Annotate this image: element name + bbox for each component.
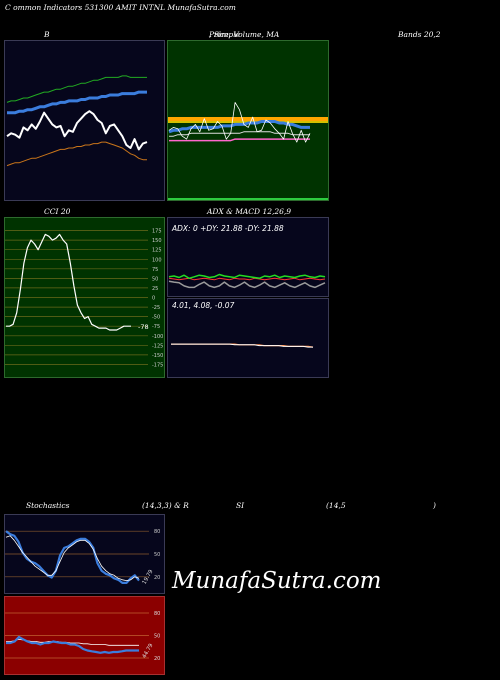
cci-tick-label: -125 bbox=[152, 343, 163, 349]
price-panel bbox=[167, 40, 329, 201]
bollinger-label: B bbox=[44, 30, 50, 39]
stochastics-k-line bbox=[5, 530, 140, 585]
cci-lines: -78 bbox=[6, 233, 149, 331]
volume-band-orange bbox=[168, 117, 328, 121]
volume-base bbox=[168, 198, 328, 200]
cci-tick-label: -50 bbox=[152, 315, 160, 321]
adx-macd-label: ADX & MACD 12,26,9 bbox=[207, 207, 292, 216]
adx-plus-dy-line bbox=[168, 273, 326, 280]
adx-panel: ADX: 0 +DY: 21.88 -DY: 21.88 bbox=[167, 217, 329, 297]
stochastics-tick-label: 50 bbox=[154, 552, 160, 558]
stochastics-tick-label: 20 bbox=[154, 575, 160, 581]
watermark: MunafaSutra.com bbox=[172, 568, 382, 594]
rsi-tick-label: 20 bbox=[154, 656, 160, 662]
cci-tick-label: -150 bbox=[152, 353, 163, 359]
adx-readout: ADX: 0 +DY: 21.88 -DY: 21.88 bbox=[171, 224, 284, 233]
price-label: Price, Volume, MA bbox=[209, 30, 280, 39]
macd-line bbox=[171, 343, 313, 348]
page-title: C ommon Indicators 531300 AMIT INTNL Mun… bbox=[5, 3, 236, 12]
stochastics-d-line bbox=[5, 535, 140, 581]
rsi-grid: 80 50 20 bbox=[5, 611, 160, 662]
stochastics-params-label: (14,3,3) & R bbox=[142, 501, 189, 510]
cci-tick-label: -175 bbox=[152, 362, 163, 368]
cci-tick-label: 25 bbox=[152, 286, 158, 292]
cci-label: CCI 20 bbox=[44, 207, 71, 216]
adx-minus-dy-line bbox=[168, 277, 326, 281]
bollinger-price-line bbox=[6, 110, 148, 151]
rsi-tick-label: 80 bbox=[154, 611, 160, 617]
cci-tick-label: -25 bbox=[152, 305, 160, 311]
stochastics-tick-label: 80 bbox=[154, 529, 160, 535]
cci-tick-label: -100 bbox=[152, 334, 163, 340]
rsi-label: SI bbox=[236, 501, 245, 510]
cci-current-label: -78 bbox=[138, 323, 149, 331]
cci-tick-label: 125 bbox=[152, 248, 162, 254]
rsi-tick-label: 50 bbox=[154, 634, 160, 640]
cci-tick-label: 175 bbox=[152, 229, 162, 235]
cci-tick-label: 75 bbox=[152, 267, 158, 273]
bollinger-mid-line bbox=[7, 90, 147, 115]
stochastics-label: Stochastics bbox=[26, 501, 70, 510]
adx-line bbox=[168, 280, 326, 289]
cci-tick-label: 0 bbox=[152, 296, 155, 302]
cci-line bbox=[6, 233, 131, 331]
adx-lines bbox=[168, 273, 326, 289]
cci-tick-label: -75 bbox=[152, 324, 160, 330]
price-ma-white-line bbox=[169, 131, 310, 137]
cci-tick-label: 150 bbox=[152, 238, 162, 244]
price-label-simple: , Simple bbox=[209, 30, 241, 39]
bollinger-lower-line bbox=[6, 141, 147, 167]
price-ma-pink-line bbox=[169, 138, 310, 142]
stochastics-grid: 80 50 20 bbox=[5, 529, 160, 581]
cci-grid: 175 150 125 100 75 50 25 0 -25 -50 -75 -100 -125 -150… bbox=[5, 229, 163, 368]
price-line bbox=[168, 102, 311, 143]
macd-readout: 4.01, 4.08, -0.07 bbox=[172, 301, 235, 310]
bollinger-lines bbox=[6, 75, 148, 167]
cci-panel: 175 150 125 100 75 50 25 0 -25 -50 -75 -100 -125 -150… bbox=[4, 217, 165, 378]
rsi-params-label: (14,5 bbox=[326, 501, 346, 510]
cci-tick-label: 100 bbox=[152, 257, 162, 263]
bands-label: Bands 20,2 bbox=[398, 30, 441, 39]
price-lines bbox=[168, 102, 311, 143]
bollinger-panel bbox=[4, 40, 165, 201]
cci-tick-label: 50 bbox=[152, 276, 158, 282]
macd-panel: 4.01, 4.08, -0.07 bbox=[167, 298, 329, 378]
macd-lines bbox=[171, 343, 314, 348]
rsi-line bbox=[6, 635, 139, 654]
rsi-params-close-label: ) bbox=[433, 501, 436, 510]
bollinger-upper-line bbox=[6, 75, 147, 103]
